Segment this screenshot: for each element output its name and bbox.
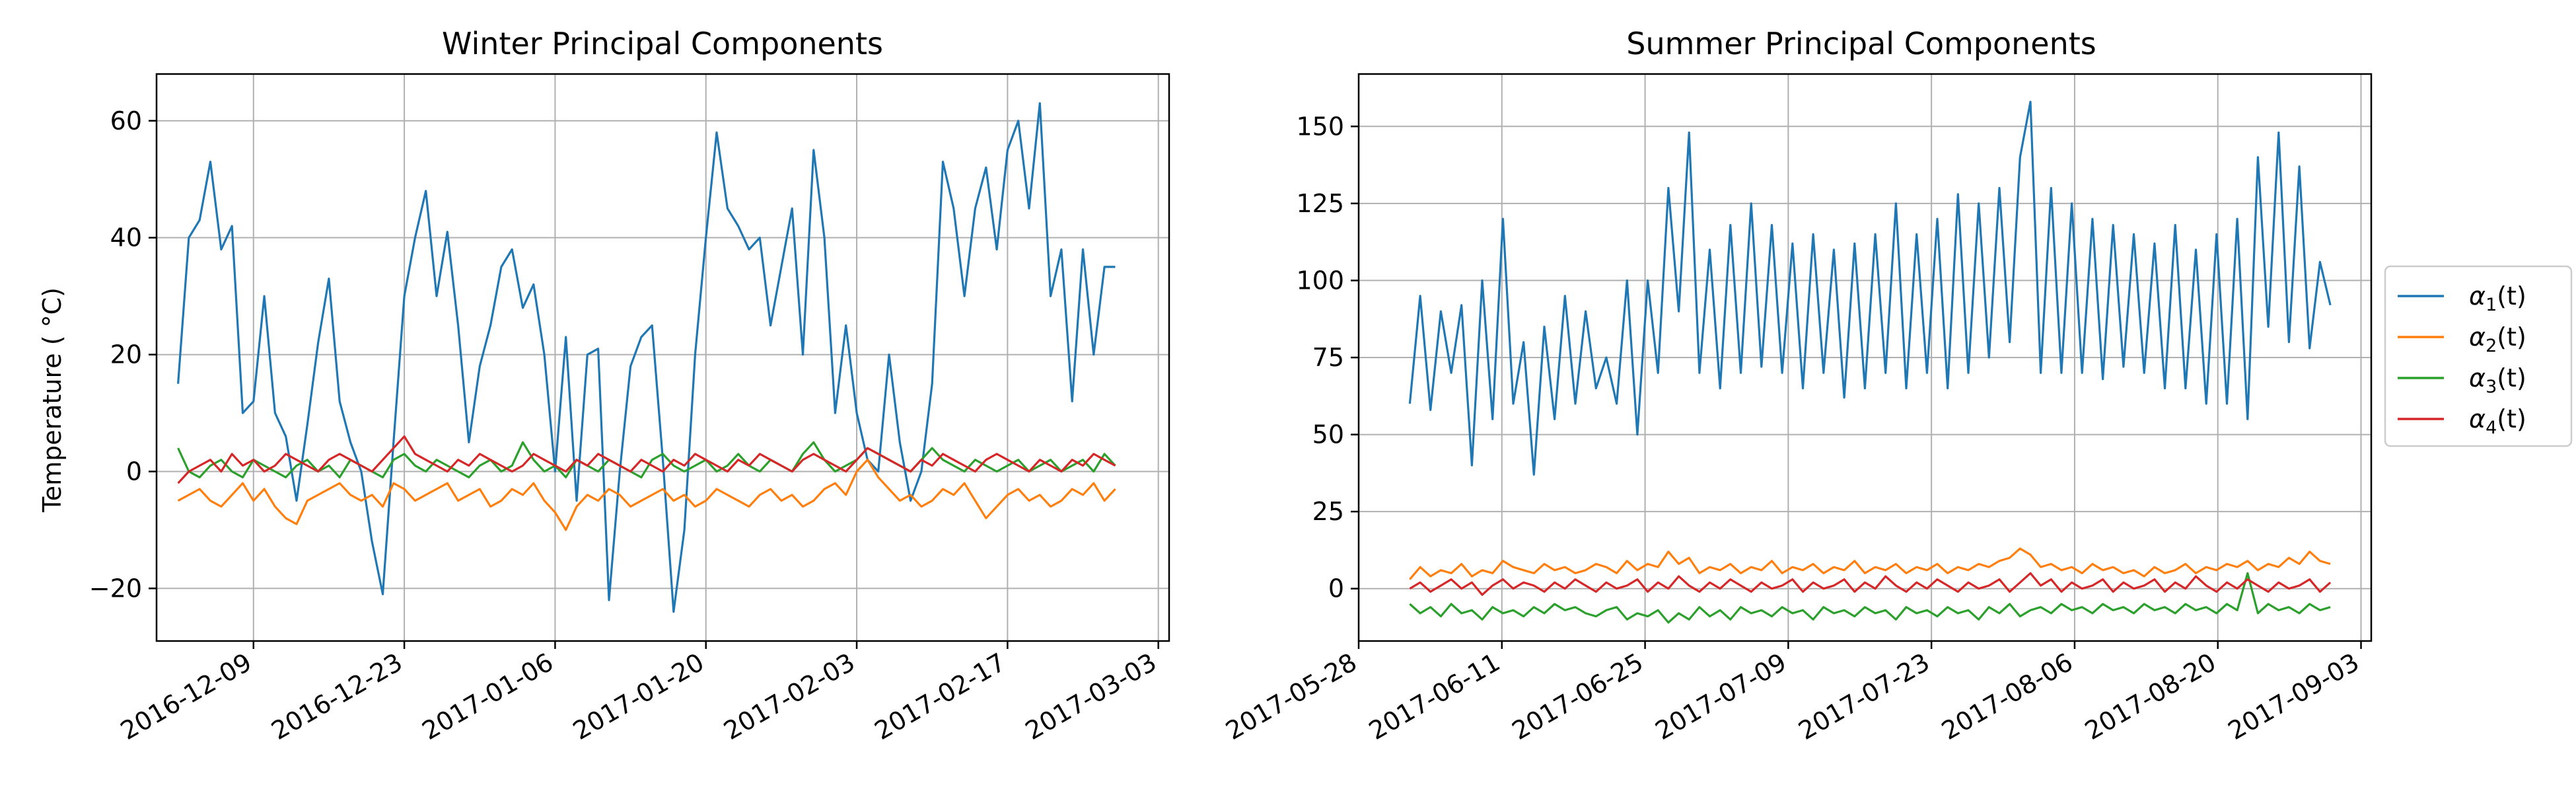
winter-series-alpha1-line [177,102,1116,613]
winter-chart-title: Winter Principal Components [442,26,883,61]
winter-ytick-label: −20 [89,574,142,603]
legend-label-alpha4: α4(t) [2469,404,2526,438]
summer-series-alpha1-line [1408,100,2332,476]
legend-items: α1(t) α2(t) α3(t) α4(t) [2398,282,2526,438]
summer-series-alpha4-line [1409,572,2332,596]
summer-series-alpha2-line [1409,547,2331,580]
winter-plot-frame [155,73,1170,642]
summer-series-group [1408,100,2332,624]
summer-plot-frame [1357,73,2373,642]
summer-ytick-label: 0 [1328,574,1344,603]
winter-y-axis-label: Temperature ( °C) [38,287,67,513]
summer-chart-title: Summer Principal Components [1626,26,2096,61]
winter-ytick-label: 60 [110,106,142,135]
winter-ytick-label: 40 [110,223,142,252]
winter-ytick-label: 0 [126,457,142,486]
summer-ytick-label: 75 [1312,343,1344,372]
summer-grid [1358,74,2371,641]
winter-series-group [177,102,1116,613]
winter-series-alpha3-line [177,441,1116,478]
summer-ytick-label: 50 [1312,420,1344,449]
legend-label-alpha3: α3(t) [2469,363,2526,397]
legend-label-alpha2: α2(t) [2469,322,2526,356]
summer-ytick-label: 150 [1296,112,1344,141]
summer-ytick-label: 100 [1296,266,1344,295]
legend: α1(t) α2(t) α3(t) α4(t) [2384,265,2573,447]
legend-label-alpha1: α1(t) [2469,282,2526,315]
winter-series-alpha2-line [177,459,1116,531]
summer-ytick-label: 25 [1312,497,1344,526]
winter-grid [157,74,1169,641]
legend-box [2384,265,2573,447]
winter-ytick-label: 20 [110,340,142,369]
winter-series-alpha4-line [177,435,1116,484]
summer-ytick-label: 125 [1296,189,1344,218]
summer-series-alpha3-line [1409,572,2331,624]
